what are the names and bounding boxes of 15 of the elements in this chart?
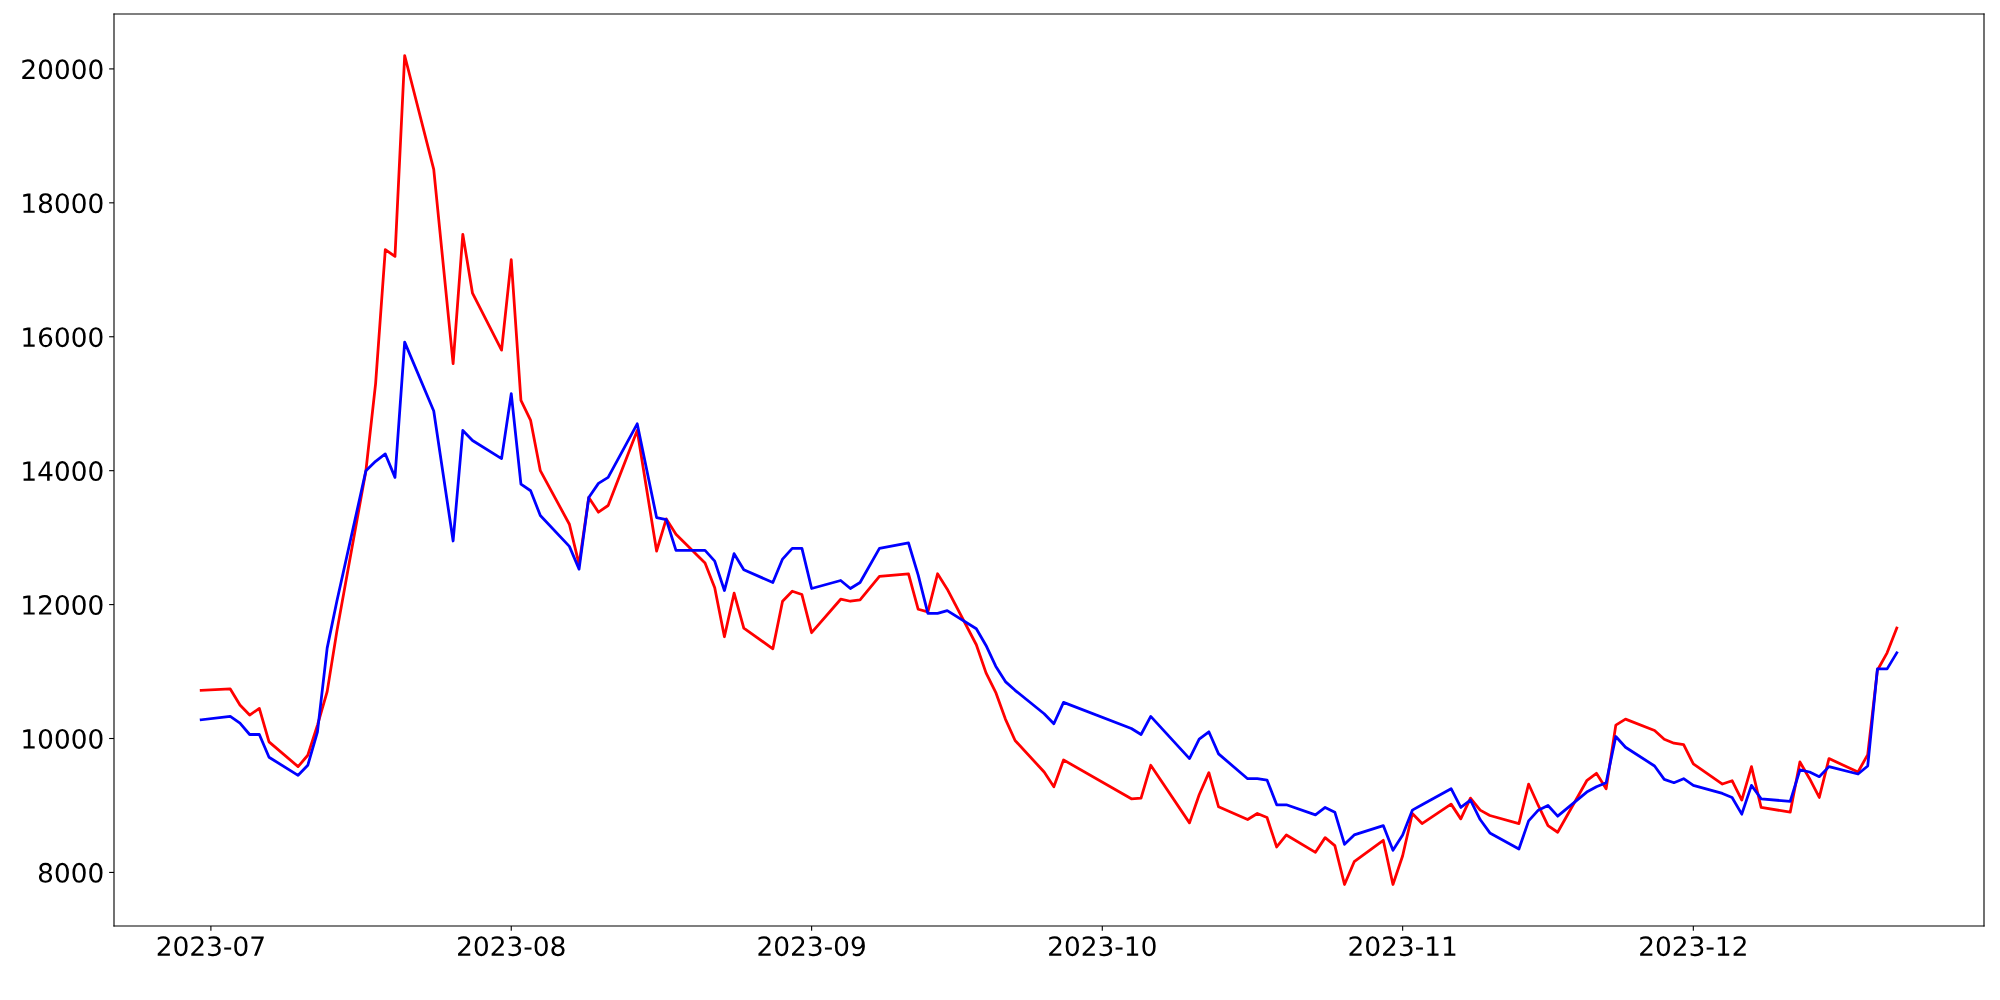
y-tick-label: 14000 — [23, 461, 103, 482]
y-tick-label: 16000 — [23, 327, 103, 348]
y-tick-label: 20000 — [22, 59, 103, 80]
y-tick-label: 12000 — [23, 595, 103, 615]
x-tick-label: 2023-08 — [458, 936, 565, 957]
x-tick-label: 2023-11 — [1349, 936, 1456, 957]
y-tick-label: 8000 — [38, 862, 103, 883]
x-tick-label: 2023-12 — [1640, 936, 1746, 957]
line-series — [199, 340, 1899, 852]
x-tick-label: 2023-10 — [1049, 936, 1156, 957]
line-series — [199, 54, 1899, 886]
y-tick-label: 10000 — [23, 728, 103, 749]
y-tick-label: 18000 — [23, 193, 103, 214]
x-tick-label: 2023-07 — [157, 936, 264, 957]
x-tick-label: 2023-09 — [758, 936, 865, 957]
